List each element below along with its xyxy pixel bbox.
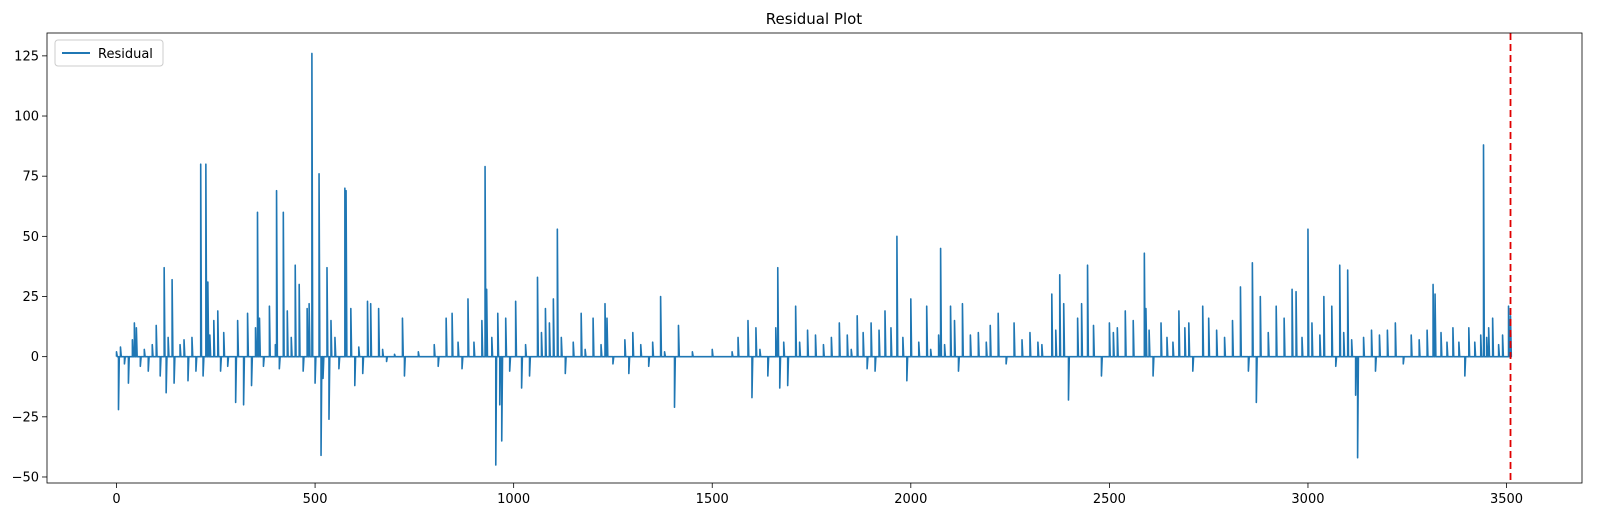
axes-frame bbox=[46, 32, 1583, 484]
plot-area bbox=[115, 33, 1513, 483]
x-tick-label: 500 bbox=[303, 492, 328, 507]
chart-title: Residual Plot bbox=[766, 10, 863, 28]
legend: Residual bbox=[54, 39, 164, 67]
y-tick-label: 125 bbox=[14, 49, 39, 64]
y-axis: −50 −25 0 25 50 75 100 125 bbox=[12, 49, 47, 485]
y-tick-label: 100 bbox=[14, 110, 39, 125]
x-tick-label: 1500 bbox=[696, 492, 729, 507]
x-tick-label: 3500 bbox=[1490, 492, 1523, 507]
x-tick-label: 1000 bbox=[497, 492, 530, 507]
legend-label-residual: Residual bbox=[98, 47, 153, 62]
series-line-0 bbox=[115, 52, 1513, 466]
y-tick-label: −25 bbox=[12, 410, 39, 425]
y-tick-label: 50 bbox=[22, 230, 39, 245]
y-tick-label: 25 bbox=[22, 290, 39, 305]
x-tick-label: 2000 bbox=[894, 492, 927, 507]
x-tick-label: 0 bbox=[112, 492, 120, 507]
y-tick-label: −50 bbox=[12, 470, 39, 485]
y-tick-label: 0 bbox=[31, 350, 39, 365]
y-tick-label: 75 bbox=[22, 170, 39, 185]
x-axis: 0 500 1000 1500 2000 2500 3000 3500 bbox=[112, 483, 1523, 507]
x-tick-label: 3000 bbox=[1291, 492, 1324, 507]
x-tick-label: 2500 bbox=[1093, 492, 1126, 507]
legend-box bbox=[54, 39, 164, 67]
